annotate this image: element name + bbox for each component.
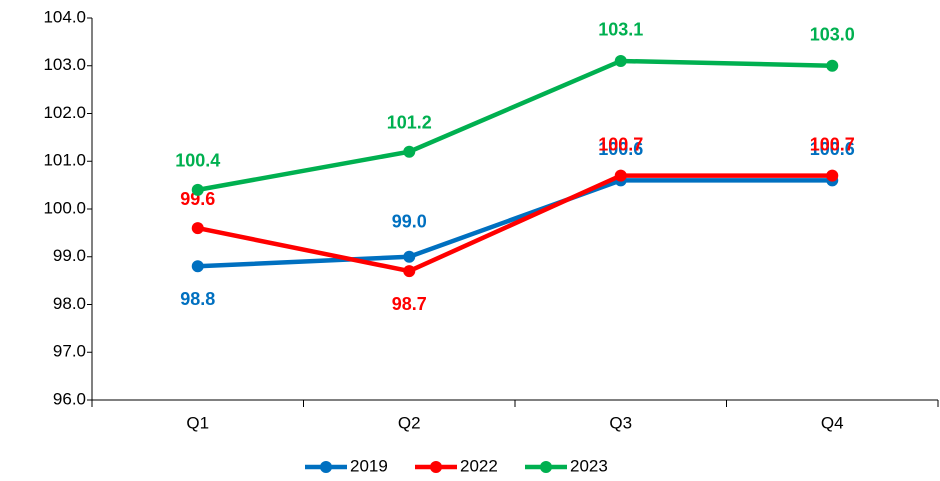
- point: [191, 183, 204, 196]
- y-tick-label: 96.0: [53, 389, 86, 408]
- legend-marker: [320, 461, 332, 473]
- legend-label: 2019: [350, 456, 388, 475]
- point: [826, 169, 839, 182]
- y-tick-label: 97.0: [53, 342, 86, 361]
- data-label: 100.6: [810, 139, 855, 159]
- legend-label: 2022: [460, 456, 498, 475]
- y-tick-label: 100.0: [43, 198, 86, 217]
- point: [191, 260, 204, 273]
- point: [403, 265, 416, 278]
- data-label: 100.7: [598, 134, 643, 154]
- x-tick-label: Q4: [821, 413, 844, 432]
- y-tick-label: 101.0: [43, 151, 86, 170]
- x-tick-label: Q2: [398, 413, 421, 432]
- x-tick-label: Q3: [609, 413, 632, 432]
- data-label: 103.0: [810, 25, 855, 45]
- y-tick-label: 99.0: [53, 246, 86, 265]
- legend-marker: [430, 461, 442, 473]
- legend-label: 2023: [570, 456, 608, 475]
- series-line: [197, 173, 833, 274]
- point: [614, 169, 627, 182]
- series-line: [197, 178, 833, 269]
- x-tick-label: Q1: [186, 413, 209, 432]
- series-line: [197, 58, 833, 193]
- data-label: 99.6: [180, 189, 215, 209]
- data-label: 101.2: [387, 112, 432, 132]
- data-label: 98.8: [180, 289, 215, 309]
- legend-marker: [540, 461, 552, 473]
- point: [191, 222, 204, 235]
- data-label: 103.1: [598, 20, 643, 40]
- data-label: 98.7: [392, 294, 427, 314]
- y-tick-label: 103.0: [43, 55, 86, 74]
- point: [403, 250, 416, 263]
- data-label: 99.0: [392, 212, 427, 232]
- data-label: 100.6: [598, 139, 643, 159]
- point: [614, 54, 627, 67]
- y-tick-label: 104.0: [43, 7, 86, 26]
- y-tick-label: 98.0: [53, 294, 86, 313]
- data-label: 100.7: [810, 134, 855, 154]
- point: [403, 145, 416, 158]
- point: [826, 59, 839, 72]
- y-tick-label: 102.0: [43, 103, 86, 122]
- data-label: 100.4: [175, 151, 220, 171]
